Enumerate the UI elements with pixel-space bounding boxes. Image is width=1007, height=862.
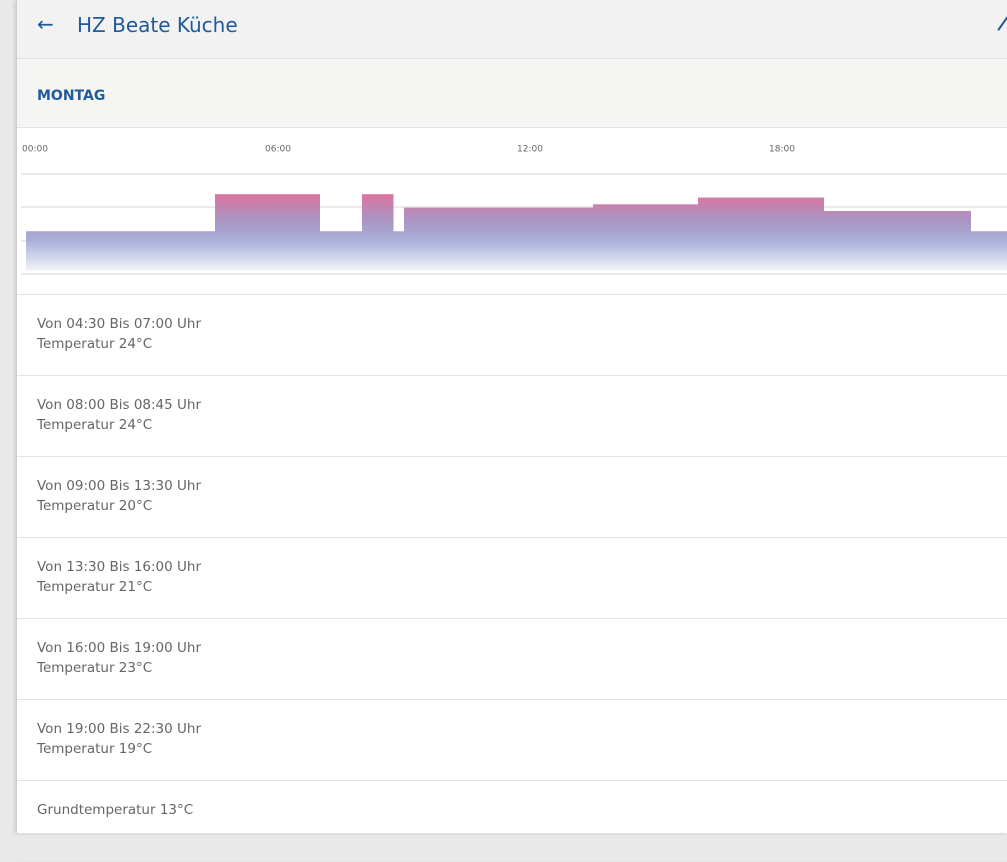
title: HZ Beate Küche [77, 13, 238, 37]
edit-button[interactable] [997, 16, 1007, 36]
base-entry: Grundtemperatur 13°C [17, 781, 1007, 862]
entry-time: Von 09:00 Bis 13:30 Uhr [37, 478, 202, 494]
header: ← HZ Beate Küche [17, 0, 1007, 59]
entry-temperature: Temperatur 23°C [37, 660, 153, 676]
x-tick-label: 06:00 [265, 145, 291, 155]
temperature-block [215, 194, 320, 271]
temperature-block [404, 207, 593, 271]
schedule-entry[interactable]: Von 13:30 Bis 16:00 Uhr Temperatur 21°C [17, 538, 1007, 619]
entry-time: Von 08:00 Bis 08:45 Uhr [37, 397, 202, 413]
x-tick-label: 00:00 [22, 145, 48, 155]
x-tick-label: 12:00 [517, 145, 543, 155]
entry-temperature: Temperatur 20°C [37, 498, 153, 514]
entry-temperature: Temperatur 24°C [37, 336, 153, 352]
page: ← HZ Beate Küche MONTAG 00:00 06:00 12:00 1… [17, 0, 1007, 862]
schedule-chart: 00:00 06:00 12:00 18:00 [17, 145, 1007, 295]
day-row: MONTAG [17, 59, 1007, 128]
schedule-entry[interactable]: Von 19:00 Bis 22:30 Uhr Temperatur 19°C [17, 700, 1007, 781]
x-tick-label: 18:00 [769, 145, 795, 155]
back-button[interactable]: ← [37, 12, 54, 36]
entry-time: Von 19:00 Bis 22:30 Uhr [37, 721, 202, 737]
entry-temperature: Temperatur 24°C [37, 417, 153, 433]
entry-time: Von 04:30 Bis 07:00 Uhr [37, 316, 202, 332]
entry-time: Von 13:30 Bis 16:00 Uhr [37, 559, 202, 575]
entry-time: Von 16:00 Bis 19:00 Uhr [37, 640, 202, 656]
base-temperature: Grundtemperatur 13°C [37, 802, 194, 818]
schedule-entry[interactable]: Von 09:00 Bis 13:30 Uhr Temperatur 20°C [17, 457, 1007, 538]
schedule-entry[interactable]: Von 16:00 Bis 19:00 Uhr Temperatur 23°C [17, 619, 1007, 700]
main-panel: ← HZ Beate Küche MONTAG 00:00 06:00 12:00 1… [17, 0, 1007, 862]
temperature-block [593, 204, 698, 271]
schedule-entry[interactable]: Von 08:00 Bis 08:45 Uhr Temperatur 24°C [17, 376, 1007, 457]
temperature-block [824, 211, 971, 271]
schedule-entry[interactable]: Von 04:30 Bis 07:00 Uhr Temperatur 24°C [17, 295, 1007, 376]
entry-temperature: Temperatur 21°C [37, 579, 153, 595]
temperature-block [698, 197, 824, 271]
day-label: MONTAG [37, 88, 106, 104]
temperature-block [362, 194, 394, 271]
entry-temperature: Temperatur 19°C [37, 741, 153, 757]
